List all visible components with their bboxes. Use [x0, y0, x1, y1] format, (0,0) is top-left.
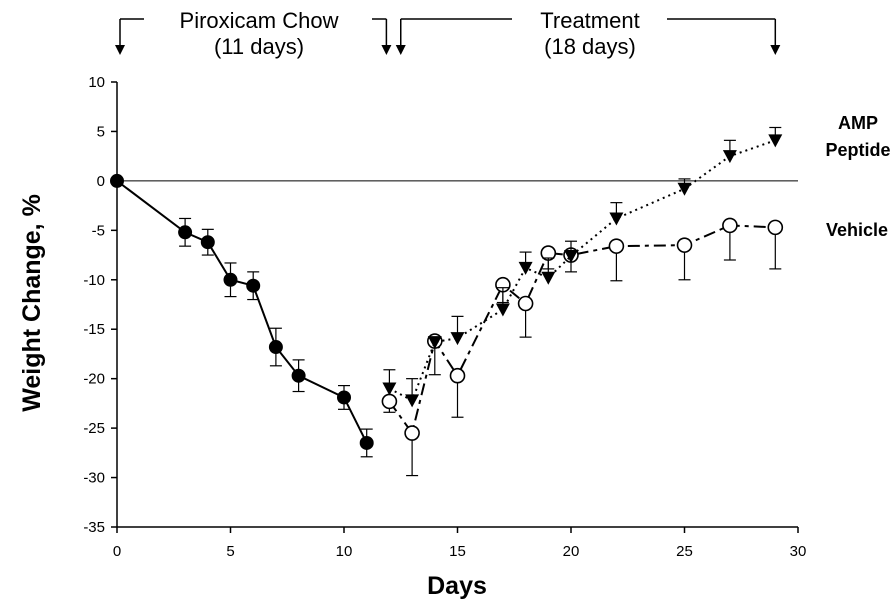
data-point [450, 332, 465, 346]
phase-title: Treatment [540, 8, 639, 33]
y-tick-label: -10 [83, 272, 105, 289]
data-point [178, 225, 193, 240]
data-point [382, 382, 397, 396]
y-tick-label: -30 [83, 470, 105, 487]
data-point [608, 238, 625, 254]
x-axis-title: Days [427, 572, 487, 600]
series-label-vehicle: Vehicle [826, 220, 888, 240]
series-line [116, 180, 368, 444]
phase-arrow-head [770, 45, 781, 55]
data-point [268, 340, 283, 355]
data-point [223, 272, 238, 287]
series-line [388, 224, 776, 436]
data-point [337, 390, 351, 405]
data-point [200, 235, 215, 250]
data-series [110, 126, 784, 477]
y-tick-label: -25 [83, 420, 105, 437]
y-tick-label: -15 [83, 321, 105, 338]
series-2 [382, 126, 783, 408]
data-point [677, 182, 692, 196]
phase-title: Piroxicam Chow [180, 8, 339, 33]
y-tick-label: -5 [92, 222, 105, 239]
series-label-amp: AMP [838, 113, 878, 133]
data-point [246, 278, 261, 293]
phase-arrow-head [395, 45, 406, 55]
data-point [722, 217, 738, 234]
y-axis-title: Weight Change, % [18, 194, 46, 412]
data-point [359, 435, 374, 450]
data-point [676, 237, 693, 253]
data-point [564, 250, 578, 264]
axes: 10 5 0 -5 -10 -15 -20 -25 -30 -35 0 5 10 15 20 25 30 [83, 74, 806, 560]
data-point [110, 173, 124, 188]
x-tick-label: 15 [449, 543, 466, 560]
series-label-amp: Peptide [825, 140, 890, 160]
phase-duration: (18 days) [544, 34, 636, 59]
x-tick-label: 10 [336, 543, 353, 560]
phase-arrow-head [381, 45, 392, 55]
y-tick-label: -35 [83, 519, 105, 536]
data-point [495, 303, 510, 317]
x-tick-label: 30 [790, 543, 807, 560]
y-tick-label: -20 [83, 371, 105, 388]
data-point [541, 271, 556, 285]
series-labels: AMP Peptide Vehicle [825, 113, 890, 240]
data-point [767, 219, 784, 236]
data-point [449, 367, 466, 384]
data-point [381, 393, 398, 410]
data-point [291, 368, 306, 383]
phase-annotations: Piroxicam Chow(11 days) Treatment(18 days… [115, 8, 781, 59]
phase-arrow-head [115, 45, 125, 55]
x-tick-label: 25 [676, 543, 693, 560]
x-tick-label: 20 [563, 543, 580, 560]
data-point [768, 134, 783, 148]
data-point [517, 295, 534, 312]
data-point [609, 212, 624, 226]
x-tick-label: 5 [226, 543, 234, 560]
data-point [427, 336, 442, 350]
data-point [404, 425, 420, 441]
phase-duration: (11 days) [214, 34, 304, 59]
x-tick-label: 0 [113, 543, 121, 560]
data-point [518, 261, 533, 275]
series-0 [110, 173, 374, 458]
series-1 [381, 217, 784, 477]
data-point [722, 150, 737, 164]
y-tick-label: 0 [97, 173, 105, 190]
y-tick-label: 5 [97, 123, 105, 140]
data-point [405, 394, 420, 408]
y-tick-label: 10 [88, 74, 105, 91]
